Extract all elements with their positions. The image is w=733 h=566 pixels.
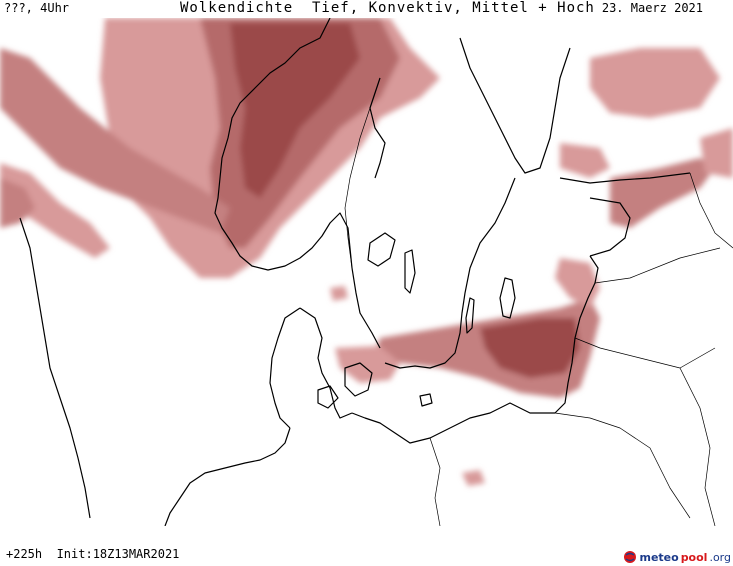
run-info: +225h Init:18Z13MAR2021 xyxy=(6,547,180,561)
border-baltics-russia xyxy=(689,172,733,249)
cloud-streak-west-2 xyxy=(0,163,110,258)
forecast-time-label: ???, 4Uhr xyxy=(4,1,70,15)
coastline-estonia xyxy=(589,197,631,257)
coastline-denmark-jutland xyxy=(269,307,301,429)
cloud-streak-west-1 xyxy=(0,48,230,233)
coastline-oland xyxy=(465,297,475,334)
cloud-density-map xyxy=(0,18,733,526)
cloud-cover-layer xyxy=(0,18,733,486)
coastline-denmark-east xyxy=(299,307,353,419)
coastline-zealand xyxy=(344,362,373,397)
globe-icon xyxy=(624,551,637,563)
coastline-gulf-finland xyxy=(559,172,691,184)
coastline-lake-vanern xyxy=(367,232,396,267)
coastline-funen xyxy=(317,385,339,409)
coastline-south-baltic xyxy=(351,402,555,444)
coastline-lake-vattern xyxy=(404,249,416,294)
logo-text-pool: pool xyxy=(680,550,708,564)
meteopool-logo[interactable]: meteo pool .org xyxy=(623,550,731,564)
coastline-uk-east xyxy=(19,217,91,519)
border-norway-sweden xyxy=(344,77,381,269)
coastline-bornholm xyxy=(419,393,433,407)
cloud-area-finland xyxy=(560,143,610,178)
coastline-germany-nl xyxy=(164,427,291,526)
cloud-area-gotland xyxy=(330,286,348,301)
logo-text-meteo: meteo xyxy=(639,550,679,564)
cloud-area-ne-east xyxy=(700,128,733,178)
cloud-area-south-baltic-core xyxy=(480,318,580,378)
border-lithuania-latvia xyxy=(594,247,721,284)
forecast-date: 23. Maerz 2021 xyxy=(601,1,703,15)
coastline-sweden-west xyxy=(351,267,381,349)
cloud-streak-west-3 xyxy=(0,178,35,228)
coastline-bothnia xyxy=(459,37,571,174)
border-germany-poland xyxy=(429,437,441,526)
coastline-latvia xyxy=(554,255,599,414)
map-title: Wolkendichte Tief, Konvektiv, Mittel + H… xyxy=(180,0,595,16)
cloud-area-lithuania xyxy=(555,258,600,308)
cloud-area-norway-dense xyxy=(230,23,360,198)
logo-text-org: .org xyxy=(709,550,731,564)
cloud-area-ne-top xyxy=(590,48,720,118)
cloud-area-baltic-ne xyxy=(610,158,715,228)
cloud-area-denmark-east xyxy=(335,346,400,383)
coastline-layer xyxy=(19,18,733,526)
cloud-area-germany-spot xyxy=(462,470,485,486)
coastline-norway xyxy=(214,18,353,271)
border-poland-east xyxy=(574,337,716,369)
border-belarus xyxy=(679,367,716,526)
border-poland-south xyxy=(554,412,691,519)
coastline-gotland xyxy=(499,277,516,319)
coastline-sweden-east xyxy=(384,177,516,369)
